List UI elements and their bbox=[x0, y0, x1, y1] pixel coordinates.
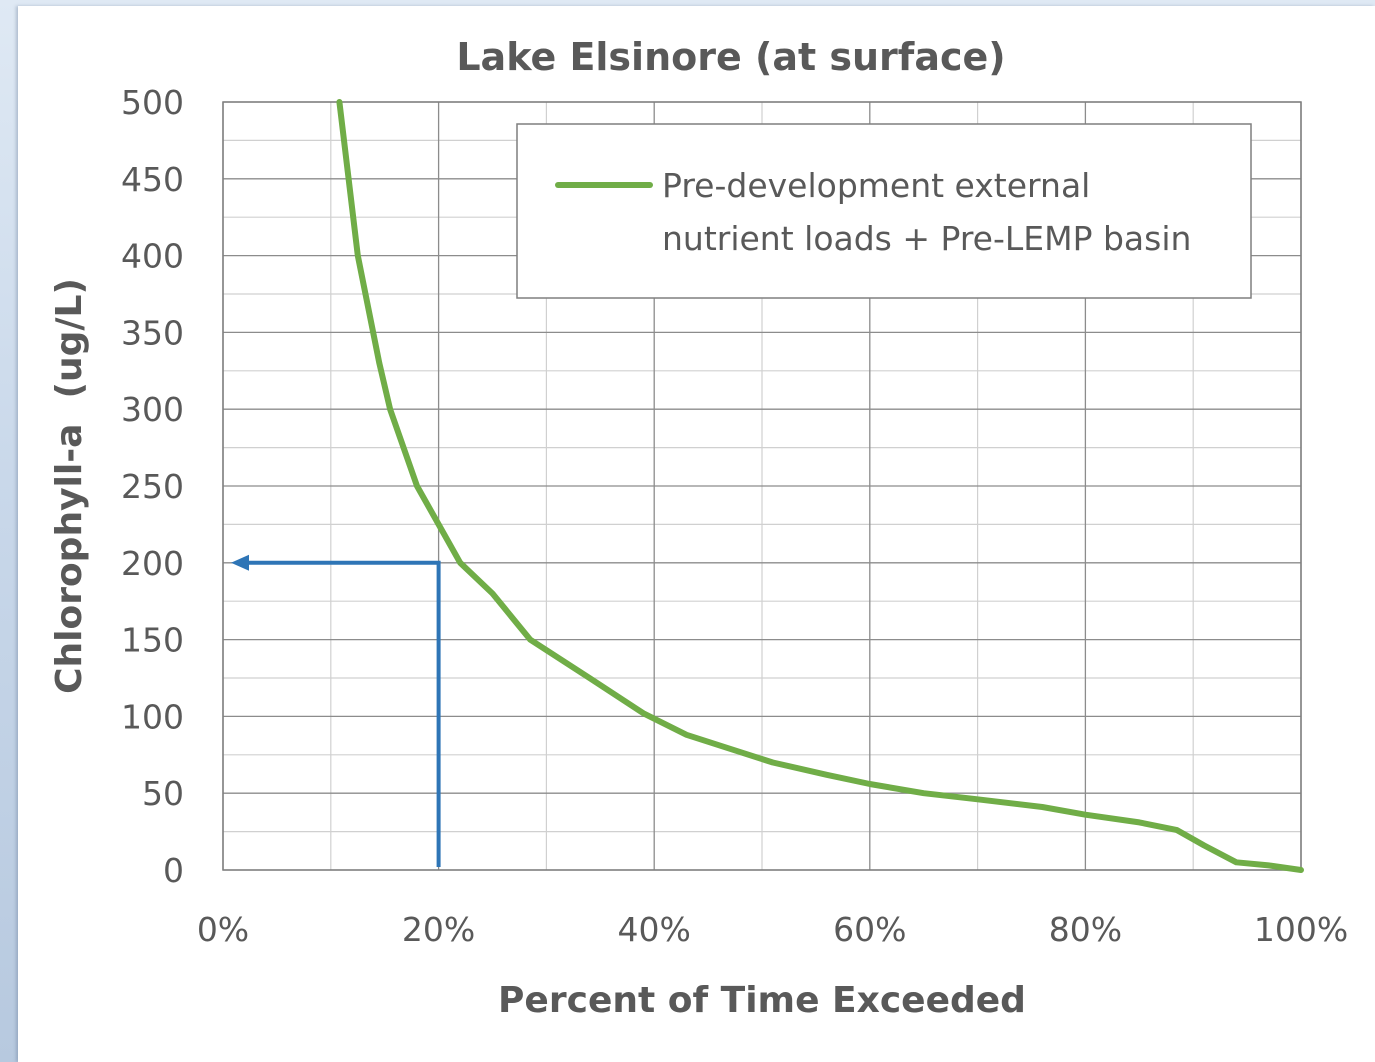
legend-label-line-2: nutrient loads + Pre-LEMP basin bbox=[662, 219, 1191, 258]
x-axis-tick-labels: 0% 20% 40% 60% 80% 100% bbox=[197, 910, 1348, 949]
x-tick-label: 40% bbox=[618, 910, 691, 949]
x-tick-label: 80% bbox=[1049, 910, 1122, 949]
x-axis-title: Percent of Time Exceeded bbox=[498, 980, 1026, 1021]
y-tick-label: 400 bbox=[121, 237, 184, 276]
y-tick-label: 500 bbox=[121, 83, 184, 122]
y-tick-label: 100 bbox=[121, 697, 184, 736]
x-tick-label: 60% bbox=[833, 910, 906, 949]
y-tick-label: 350 bbox=[121, 313, 184, 352]
annotation-arrowhead bbox=[231, 554, 249, 571]
series-line bbox=[336, 99, 1304, 873]
legend-label-line-1: Pre-development external bbox=[662, 166, 1090, 205]
series-layer bbox=[336, 99, 1304, 873]
y-tick-label: 300 bbox=[121, 390, 184, 429]
x-tick-label: 20% bbox=[402, 910, 475, 949]
y-tick-label: 50 bbox=[142, 774, 184, 813]
chart-title: Lake Elsinore (at surface) bbox=[456, 35, 1005, 79]
y-tick-label: 0 bbox=[163, 851, 184, 890]
y-tick-label: 450 bbox=[121, 160, 184, 199]
plot-area-border bbox=[222, 101, 1302, 871]
x-tick-label: 0% bbox=[197, 910, 249, 949]
annotation-layer bbox=[231, 554, 441, 867]
legend: Pre-development external nutrient loads … bbox=[516, 123, 1252, 299]
y-axis-title: Chlorophyll-a (ug/L) bbox=[49, 278, 90, 694]
y-tick-label: 150 bbox=[121, 621, 184, 660]
y-tick-label: 200 bbox=[121, 544, 184, 583]
y-axis-tick-labels: 0 50 100 150 200 250 300 350 400 450 500 bbox=[121, 83, 184, 890]
y-tick-label: 250 bbox=[121, 467, 184, 506]
x-tick-label: 100% bbox=[1254, 910, 1348, 949]
legend-box bbox=[516, 123, 1252, 299]
annotation-line bbox=[245, 560, 441, 867]
